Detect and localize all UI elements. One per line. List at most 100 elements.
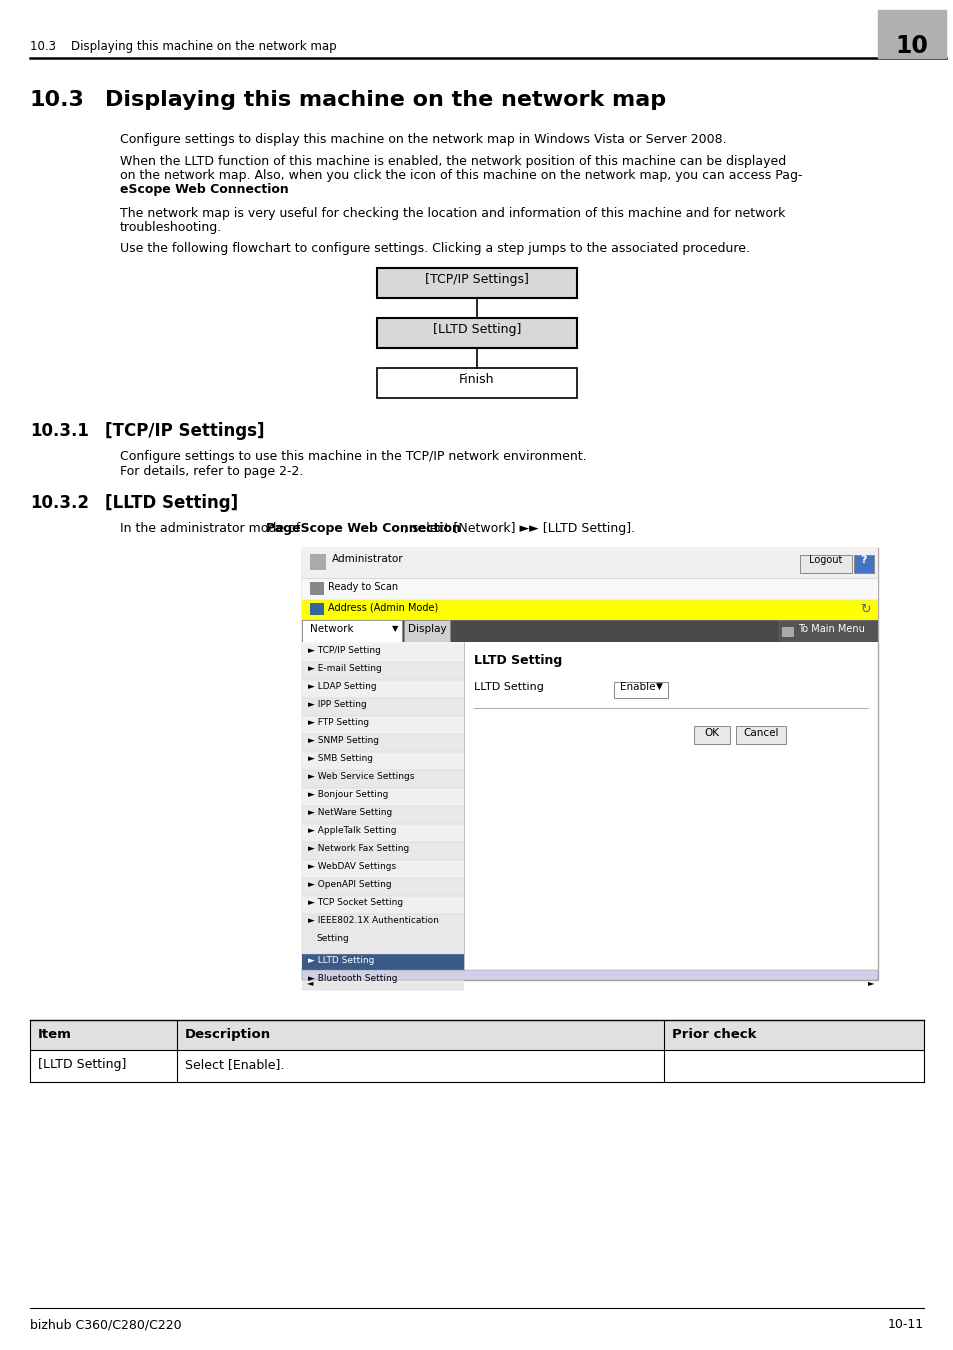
Text: ► TCP/IP Setting: ► TCP/IP Setting [308,647,380,655]
Bar [302,860,463,878]
Text: [TCP/IP Settings]: [TCP/IP Settings] [105,423,264,440]
Text: ◄: ◄ [307,977,314,987]
Text: ► IEEE802.1X Authentication: ► IEEE802.1X Authentication [308,917,438,925]
Text: Cancel: Cancel [742,728,778,738]
Text: ► E-mail Setting: ► E-mail Setting [308,664,381,674]
Bar [614,682,667,698]
Text: on the network map. Also, when you click the icon of this machine on the network: on the network map. Also, when you click… [120,169,801,182]
Text: Description: Description [185,1027,271,1041]
Text: ► AppleTalk Setting: ► AppleTalk Setting [308,826,396,836]
Text: [TCP/IP Settings]: [TCP/IP Settings] [425,273,528,286]
Text: Display: Display [407,624,446,634]
Text: ►: ► [867,977,874,987]
Text: 10.3    Displaying this machine on the network map: 10.3 Displaying this machine on the netw… [30,40,336,53]
Text: 10.3.2: 10.3.2 [30,494,89,512]
Text: Displaying this machine on the network map: Displaying this machine on the network m… [105,90,665,109]
Text: Configure settings to display this machine on the network map in Windows Vista o: Configure settings to display this machi… [120,134,726,146]
Text: Finish: Finish [458,373,495,386]
Bar [302,680,463,698]
Text: ↻: ↻ [859,603,869,616]
Text: troubleshooting.: troubleshooting. [120,221,222,234]
Text: The network map is very useful for checking the location and information of this: The network map is very useful for check… [120,207,784,220]
Text: [LLTD Setting]: [LLTD Setting] [433,323,520,336]
Text: 10: 10 [895,34,927,58]
Bar [302,548,877,578]
Bar [302,644,463,662]
Text: Enable: Enable [619,682,655,693]
Text: ► WebDAV Settings: ► WebDAV Settings [308,863,395,871]
Bar [302,971,877,980]
Bar [302,769,463,788]
Text: ► SNMP Setting: ► SNMP Setting [308,736,378,745]
Text: ► OpenAPI Setting: ► OpenAPI Setting [308,880,392,890]
Text: .: . [229,184,233,196]
Bar [302,878,463,896]
Bar [302,643,463,971]
Bar [310,582,324,595]
Text: Setting: Setting [315,934,349,944]
Text: bizhub C360/C280/C220: bizhub C360/C280/C220 [30,1318,181,1331]
Text: Prior check: Prior check [671,1027,756,1041]
Text: Use the following flowchart to configure settings. Clicking a step jumps to the : Use the following flowchart to configure… [120,242,749,255]
Text: ► Web Service Settings: ► Web Service Settings [308,772,414,782]
Bar [302,752,463,769]
Text: ► NetWare Setting: ► NetWare Setting [308,809,392,817]
Text: In the administrator mode of: In the administrator mode of [120,522,304,535]
Text: ▼: ▼ [392,624,398,633]
Bar [376,269,577,298]
Bar [376,319,577,348]
Bar [302,842,463,860]
Bar [302,972,463,990]
Text: Logout: Logout [808,555,841,566]
Bar [693,726,729,744]
Text: ► FTP Setting: ► FTP Setting [308,718,369,728]
Bar [302,954,463,972]
Bar [302,548,877,980]
Bar [778,620,877,643]
Text: Ready to Scan: Ready to Scan [328,582,397,593]
Text: Configure settings to use this machine in the TCP/IP network environment.: Configure settings to use this machine i… [120,450,586,463]
Bar [310,554,326,570]
Text: 10.3: 10.3 [30,90,85,109]
Text: ► LDAP Setting: ► LDAP Setting [308,682,376,691]
Text: When the LLTD function of this machine is enabled, the network position of this : When the LLTD function of this machine i… [120,155,785,167]
Text: Administrator: Administrator [332,554,403,564]
Bar [403,620,450,643]
Bar [302,620,877,643]
Text: , select [Network] ►► [LLTD Setting].: , select [Network] ►► [LLTD Setting]. [403,522,634,535]
Text: ► Bonjour Setting: ► Bonjour Setting [308,790,388,799]
Bar [302,578,877,599]
Text: Address (Admin Mode): Address (Admin Mode) [328,603,437,613]
Text: ▼: ▼ [656,682,662,691]
Bar [302,698,463,716]
Text: ► Network Fax Setting: ► Network Fax Setting [308,844,409,853]
Bar [302,824,463,842]
Bar [310,603,324,616]
Text: ► TCP Socket Setting: ► TCP Socket Setting [308,898,403,907]
Bar [781,626,793,637]
Bar [376,369,577,398]
Bar [735,726,785,744]
Bar [877,9,945,58]
Text: 10-11: 10-11 [887,1318,923,1331]
Bar [302,806,463,824]
Text: [LLTD Setting]: [LLTD Setting] [38,1058,126,1071]
Bar [302,599,877,620]
Bar [800,555,851,572]
Text: LLTD Setting: LLTD Setting [474,682,543,693]
Text: ► LLTD Setting: ► LLTD Setting [308,956,374,965]
Text: OK: OK [703,728,719,738]
Text: ► IPP Setting: ► IPP Setting [308,701,366,709]
Bar [853,555,873,572]
Text: ► Bluetooth Setting: ► Bluetooth Setting [308,973,397,983]
Text: To Main Menu: To Main Menu [797,624,864,634]
Text: Select [Enable].: Select [Enable]. [185,1058,284,1071]
Text: ?: ? [860,555,866,566]
Text: ► SMB Setting: ► SMB Setting [308,755,373,763]
Bar [302,734,463,752]
Bar [302,914,463,954]
Bar [30,1021,923,1050]
Text: Item: Item [38,1027,71,1041]
Bar [302,716,463,734]
Bar [302,620,401,643]
